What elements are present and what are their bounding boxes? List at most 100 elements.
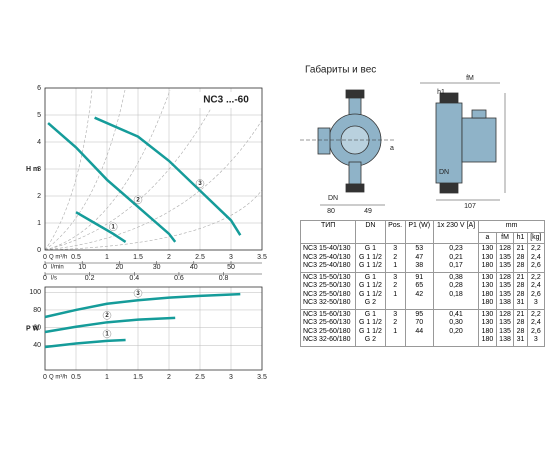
cell-line: 130 (481, 245, 494, 252)
cell-line: NC3 15-50/130 (303, 273, 351, 281)
system-curves (44, 89, 263, 251)
cell-line: 3 (533, 299, 538, 306)
y-tick-label: 4 (37, 139, 41, 146)
cell: 21 28 28 (513, 243, 528, 273)
cell-line: 38 (415, 262, 424, 269)
x-tick-label: 2 (167, 254, 171, 261)
secondary-tick-label: 0.4 (129, 275, 139, 282)
cell-line: 135 (499, 327, 511, 335)
x-tick-label: 0.5 (71, 254, 81, 261)
cell: 128 135 135 138 (495, 271, 515, 310)
header-cell: a (478, 231, 497, 244)
cell-line: 28 (516, 319, 525, 326)
curve (94, 116, 242, 236)
cell: 21 28 28 31 (513, 308, 528, 347)
cell-line: 21 (516, 310, 525, 318)
x-axis-label: Q m³/h (49, 255, 67, 261)
dimension-label: 80 (327, 208, 335, 215)
cell-line: 2 (393, 282, 398, 289)
cell-line: G 1 1/2 (358, 253, 382, 261)
cell-line: 180 (481, 262, 494, 269)
cell-line: G 1 1/2 (358, 262, 382, 269)
chart-title: NC3 ...-60 (203, 95, 249, 106)
x-tick-label: 3.5 (257, 374, 267, 381)
cell-line: 138 (499, 299, 511, 306)
cell: 130 130 180 180 (478, 271, 497, 310)
cell-line: 180 (481, 299, 494, 306)
cell-line: 135 (499, 253, 511, 261)
cell-line: 3 (393, 273, 398, 281)
dimension-label: a (390, 145, 394, 152)
dimension-label: DN (439, 169, 449, 176)
cell-line: 130 (481, 319, 494, 326)
cell: 0,23 0,21 0,17 (432, 243, 480, 273)
header-cell: fM (495, 231, 515, 244)
cell-line: 180 (481, 336, 494, 343)
curve-label: 1 (105, 331, 109, 337)
cell-line: 42 (415, 290, 424, 298)
cell-line: 1 (393, 327, 398, 335)
header-cell: mm (478, 220, 545, 233)
cell-line: 31 (516, 336, 525, 343)
cell-line: NC3 15-40/130 (303, 245, 351, 252)
cell-line: 128 (499, 245, 511, 252)
cell: NC3 15-40/130 NC3 25-40/130 NC3 25-40/180 (299, 243, 357, 273)
cell: 130 130 180 180 (478, 308, 497, 347)
dimension-label: 49 (364, 208, 372, 215)
group-row: NC3 15-40/130 NC3 25-40/130 NC3 25-40/180 G… (299, 243, 546, 273)
cell-line: 138 (499, 336, 511, 343)
header-row: a fM h1 [kg] (301, 231, 546, 244)
dimension-label: h1 (437, 89, 445, 96)
cell-line: 28 (516, 282, 525, 289)
cell: NC3 15-50/130 NC3 25-50/130 NC3 25-50/180 N… (299, 271, 357, 310)
cell-line: 70 (415, 319, 424, 326)
curve-label-bg (195, 179, 205, 188)
curve-label-bg (108, 222, 118, 232)
cell: 2,2 2,4 2,6 3 (526, 308, 546, 347)
curve-label: 3 (136, 291, 140, 297)
curve (44, 292, 241, 319)
curve-label-bg (102, 329, 112, 339)
curve-label: 3 (198, 181, 202, 187)
spec-table: ТИП DN Pos. P1 (W) 1x 230 V [A] mm a fM h1 [kg] NC… (299, 220, 546, 347)
curve-label: 2 (136, 197, 140, 203)
cell-line: 2,4 (531, 282, 541, 289)
cell-line: 2,2 (531, 273, 541, 281)
cell-line: G 1 1/2 (358, 327, 382, 335)
cell: NC3 15-60/130 NC3 25-60/130 NC3 25-60/180 N… (299, 308, 357, 347)
cell-line: 95 (415, 310, 424, 318)
cell-line: 21 (516, 273, 525, 281)
y-tick-label: 100 (29, 289, 41, 296)
curve-label-bg (133, 288, 143, 298)
dimension-label: DN (328, 195, 338, 202)
cell-line: 21 (516, 245, 525, 252)
header-cell: Pos. (384, 220, 406, 244)
secondary-tick-label: 20 (116, 264, 124, 271)
cell-line: NC3 25-40/130 (303, 253, 351, 261)
x-tick-label: 0 (43, 254, 47, 261)
cell-line: 130 (481, 253, 494, 261)
cell: 128 135 135 (495, 243, 515, 273)
cell-line: 91 (415, 273, 424, 281)
cell-line: 0,38 (449, 273, 463, 281)
cell-line: NC3 15-60/130 (303, 310, 351, 318)
cell-line: G 1 1/2 (358, 290, 382, 298)
cell: 21 28 28 31 (513, 271, 528, 310)
header-cell: P1 (W) (404, 220, 434, 244)
header-cell: [kg] (526, 231, 546, 244)
dimension-label: 107 (464, 203, 476, 210)
y-axis-label: H m (26, 166, 39, 173)
group-row: NC3 15-60/130 NC3 25-60/130 NC3 25-60/180 N… (299, 308, 546, 347)
curve (47, 122, 177, 243)
x-tick-label: 0 (43, 374, 47, 381)
cell-line: 0,30 (449, 319, 463, 326)
header-cell: ТИП (299, 220, 357, 244)
secondary-tick-label: 40 (190, 264, 198, 271)
cell-line: 128 (499, 310, 511, 318)
